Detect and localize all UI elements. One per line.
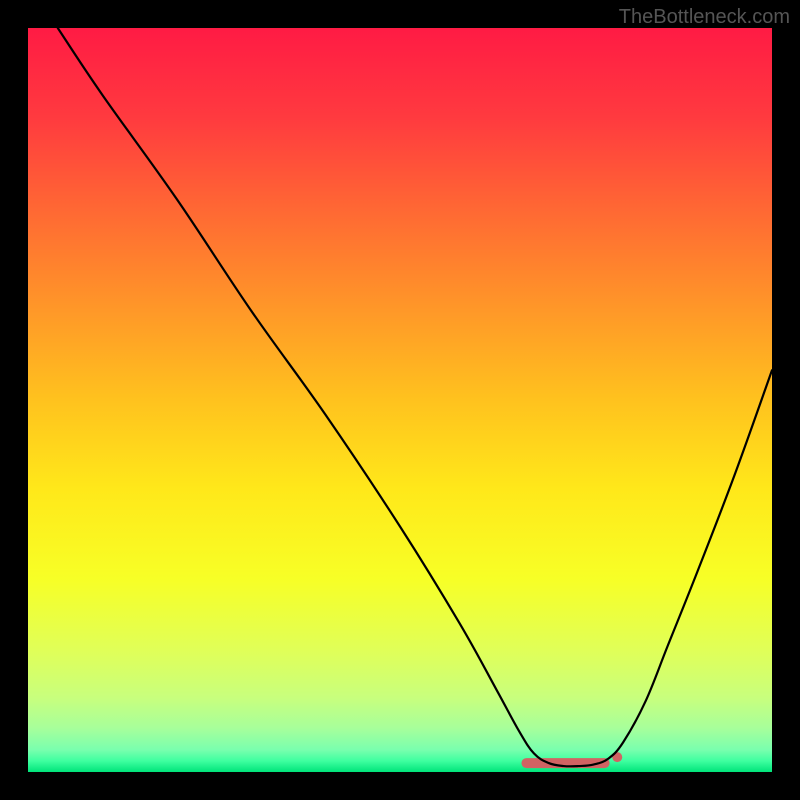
watermark-text: TheBottleneck.com <box>619 6 790 29</box>
chart-curve-layer <box>28 28 772 772</box>
bottleneck-curve <box>58 28 772 766</box>
bottleneck-chart <box>28 28 772 772</box>
